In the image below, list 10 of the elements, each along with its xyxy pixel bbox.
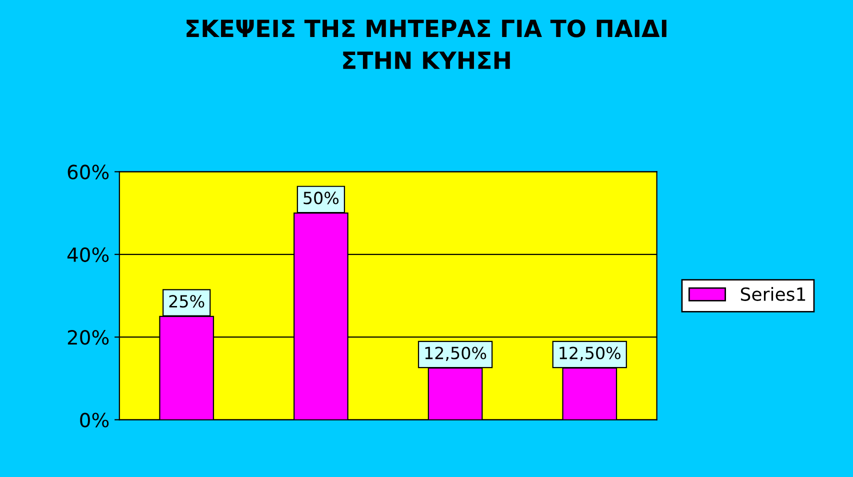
data-label: 12,50% [425,346,486,361]
chart-title: ΣΚΕΨΕΙΣ ΤΗΣ ΜΗΤΕΡΑΣ ΓΙΑ ΤΟ ΠΑΙΔΙ ΣΤΗΝ ΚΥΗΣΗ [186,19,666,69]
data-label: 50% [304,192,339,204]
data-label: 25% [169,295,204,308]
y-tick-label: 40% [67,247,109,262]
y-tick-label: 60% [68,164,109,180]
data-label: 12,50% [560,346,620,361]
y-tick-label: 20% [68,330,109,345]
y-tick-label: 0% [80,412,109,428]
legend-label: Series1 [740,287,806,301]
